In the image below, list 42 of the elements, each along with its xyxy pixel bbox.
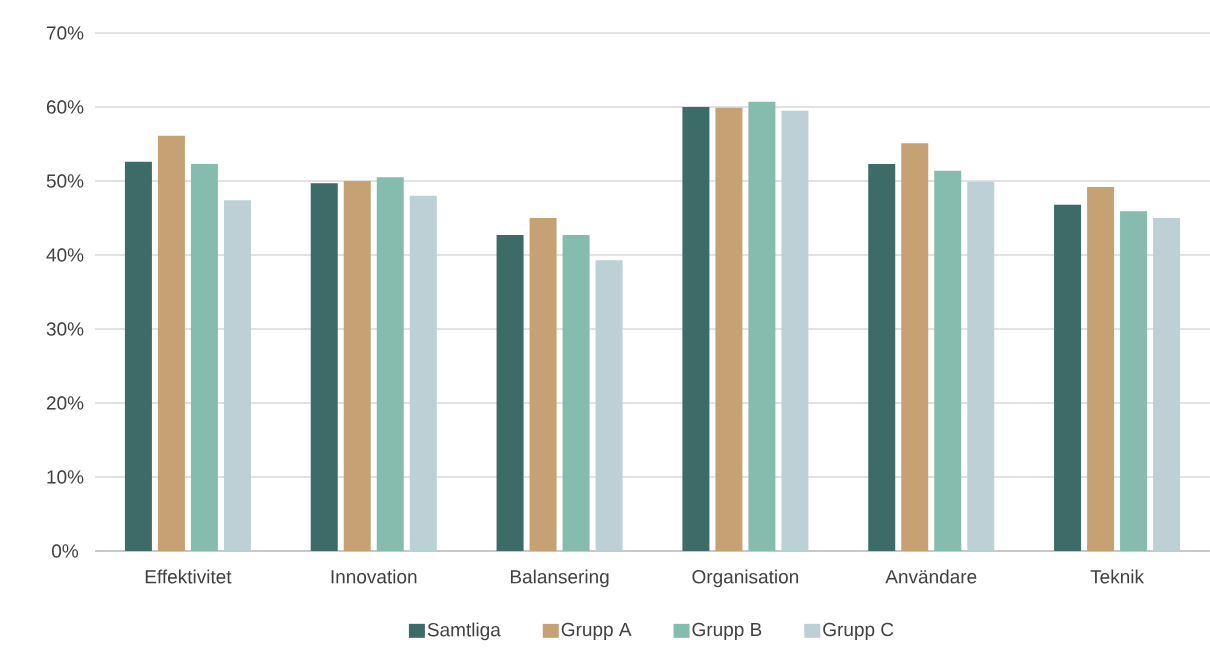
legend-label: Grupp C <box>823 622 894 640</box>
y-tick-label: 70% <box>46 26 84 40</box>
y-tick-label: 40% <box>46 248 84 262</box>
legend-label: Grupp B <box>692 622 762 640</box>
legend-label: Samtliga <box>427 622 501 641</box>
bar <box>343 181 371 551</box>
bar <box>868 163 896 551</box>
bar <box>157 135 185 551</box>
bar <box>562 235 590 551</box>
bar <box>529 218 557 551</box>
bar <box>376 177 404 551</box>
bar <box>310 183 338 551</box>
y-tick-label: 30% <box>46 322 84 336</box>
bar <box>682 107 710 551</box>
x-tick-label: Teknik <box>1090 569 1145 584</box>
bar <box>781 110 809 551</box>
x-tick-label: Balansering <box>510 569 609 588</box>
bar <box>496 235 524 551</box>
bar <box>901 143 929 551</box>
legend-label: Grupp A <box>561 622 632 640</box>
bar <box>748 101 776 551</box>
y-tick-label: 0% <box>52 544 79 558</box>
x-tick-label: Innovation <box>331 569 417 584</box>
bar <box>595 260 623 551</box>
bar <box>190 163 218 551</box>
x-tick-label: Effektivitet <box>145 569 232 584</box>
y-tick-label: 60% <box>46 100 84 114</box>
bar <box>1120 211 1148 551</box>
y-tick-label: 20% <box>46 396 84 410</box>
bar <box>1054 204 1082 551</box>
bar <box>934 170 962 551</box>
bar <box>124 161 152 551</box>
bar <box>715 107 743 551</box>
x-tick-label: Användare <box>885 569 977 584</box>
y-tick-label: 10% <box>47 470 84 484</box>
x-tick-label: Organisation <box>692 569 799 588</box>
bar <box>1153 218 1181 551</box>
y-tick-label: 50% <box>46 174 84 188</box>
bar <box>409 195 437 551</box>
bar <box>1087 186 1115 551</box>
bar <box>967 181 995 551</box>
bar <box>223 200 251 551</box>
